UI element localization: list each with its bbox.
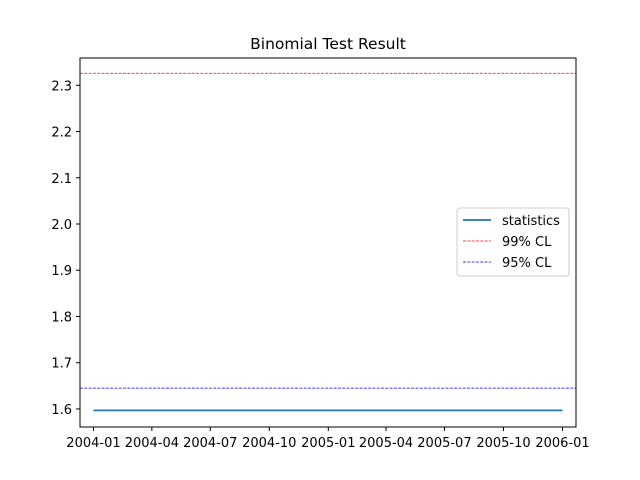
y-tick-label-5: 2.1: [51, 172, 72, 187]
x-tick-label-4: 2005-01: [301, 436, 355, 451]
series-layer: [80, 72, 576, 412]
y-tick-label-7: 2.3: [51, 79, 72, 94]
x-tick-label-7: 2005-10: [476, 436, 530, 451]
legend-label-2: 95% CL: [502, 256, 552, 271]
legend-box: [456, 207, 570, 277]
x-tick-label-6: 2005-07: [417, 436, 471, 451]
x-tick-label-2: 2004-07: [183, 436, 237, 451]
y-tick-label-0: 1.6: [51, 403, 72, 418]
y-tick-label-4: 2.0: [51, 218, 72, 233]
chart-title: Binomial Test Result: [250, 35, 406, 53]
y-tick-label-3: 1.9: [51, 264, 72, 279]
y-tick-label-2: 1.8: [51, 310, 72, 325]
legend: statistics 99% CL 95% CL: [456, 207, 570, 277]
x-tick-label-8: 2006-01: [535, 436, 589, 451]
y-tick-label-1: 1.7: [51, 357, 72, 372]
axes-layer: 1.6 1.7 1.8 1.9 2.0 2.1 2.2 2.3 2004-01 2004-04 20…: [51, 57, 590, 451]
legend-label-1: 99% CL: [502, 235, 552, 250]
x-tick-label-5: 2005-04: [359, 436, 413, 451]
y-tick-label-6: 2.2: [51, 126, 72, 141]
x-tick-label-0: 2004-01: [66, 436, 120, 451]
legend-label-0: statistics: [502, 214, 560, 229]
x-tick-label-1: 2004-04: [125, 436, 179, 451]
x-tick-label-3: 2004-10: [242, 436, 296, 451]
